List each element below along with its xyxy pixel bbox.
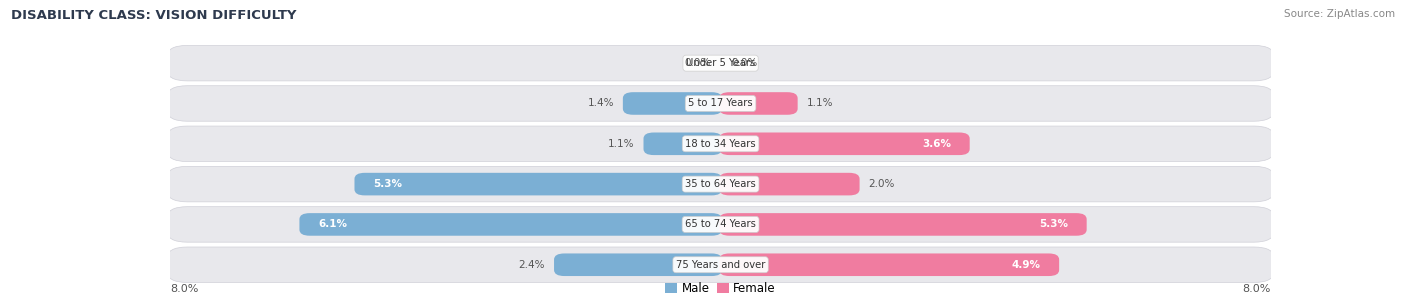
Text: 1.1%: 1.1% — [607, 139, 634, 149]
Text: 35 to 64 Years: 35 to 64 Years — [685, 179, 756, 189]
Text: DISABILITY CLASS: VISION DIFFICULTY: DISABILITY CLASS: VISION DIFFICULTY — [11, 9, 297, 22]
FancyBboxPatch shape — [644, 133, 721, 155]
Text: 1.1%: 1.1% — [807, 98, 834, 109]
FancyBboxPatch shape — [167, 247, 1274, 282]
Text: 5 to 17 Years: 5 to 17 Years — [689, 98, 752, 109]
Text: 6.1%: 6.1% — [318, 219, 347, 230]
FancyBboxPatch shape — [720, 254, 1059, 276]
Text: 8.0%: 8.0% — [1243, 284, 1271, 294]
Text: 3.6%: 3.6% — [922, 139, 950, 149]
Text: 65 to 74 Years: 65 to 74 Years — [685, 219, 756, 230]
FancyBboxPatch shape — [167, 86, 1274, 121]
Text: 2.4%: 2.4% — [519, 260, 546, 270]
Text: 1.4%: 1.4% — [588, 98, 614, 109]
Text: Under 5 Years: Under 5 Years — [686, 58, 755, 68]
Text: 4.9%: 4.9% — [1011, 260, 1040, 270]
Legend: Male, Female: Male, Female — [661, 277, 780, 299]
FancyBboxPatch shape — [167, 207, 1274, 242]
Text: 75 Years and over: 75 Years and over — [676, 260, 765, 270]
FancyBboxPatch shape — [299, 213, 721, 236]
FancyBboxPatch shape — [167, 45, 1274, 81]
Text: 8.0%: 8.0% — [170, 284, 198, 294]
FancyBboxPatch shape — [167, 126, 1274, 161]
FancyBboxPatch shape — [623, 92, 721, 115]
FancyBboxPatch shape — [720, 92, 797, 115]
FancyBboxPatch shape — [720, 213, 1087, 236]
Text: 5.3%: 5.3% — [373, 179, 402, 189]
FancyBboxPatch shape — [720, 133, 970, 155]
FancyBboxPatch shape — [720, 173, 859, 195]
Text: 2.0%: 2.0% — [869, 179, 894, 189]
FancyBboxPatch shape — [167, 166, 1274, 202]
FancyBboxPatch shape — [354, 173, 721, 195]
Text: 5.3%: 5.3% — [1039, 219, 1069, 230]
Text: 0.0%: 0.0% — [683, 58, 710, 68]
Text: 0.0%: 0.0% — [731, 58, 758, 68]
Text: 18 to 34 Years: 18 to 34 Years — [685, 139, 756, 149]
Text: Source: ZipAtlas.com: Source: ZipAtlas.com — [1284, 9, 1395, 19]
FancyBboxPatch shape — [554, 254, 721, 276]
